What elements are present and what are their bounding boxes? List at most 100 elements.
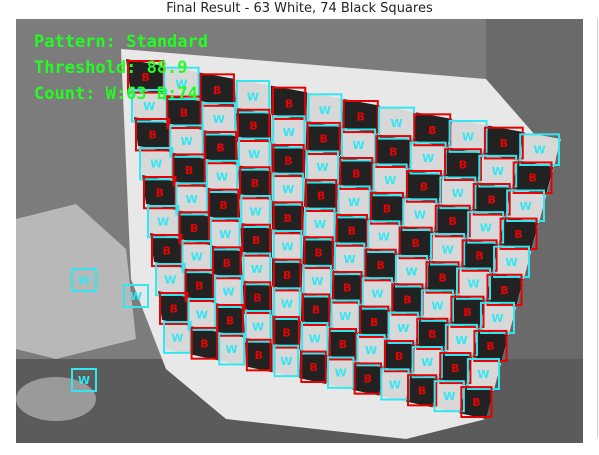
black-detection-box bbox=[439, 352, 472, 385]
white-box-label: W bbox=[389, 378, 401, 391]
white-detection-box bbox=[304, 207, 336, 241]
black-detection-box bbox=[416, 317, 449, 350]
black-detection-box bbox=[216, 304, 244, 337]
white-detection-box bbox=[307, 93, 343, 127]
white-detection-box bbox=[466, 358, 500, 390]
white-square bbox=[419, 288, 455, 323]
black-detection-box bbox=[450, 295, 485, 328]
black-box-label: B bbox=[226, 314, 234, 327]
black-box-label: B bbox=[348, 224, 356, 237]
white-square bbox=[138, 146, 175, 182]
white-square bbox=[355, 333, 387, 368]
black-box-label: B bbox=[249, 119, 257, 132]
white-detection-box bbox=[242, 252, 272, 286]
white-square bbox=[447, 119, 489, 154]
white-square bbox=[518, 132, 561, 167]
white-square bbox=[204, 158, 240, 194]
black-box-label: B bbox=[141, 71, 149, 84]
black-detection-box bbox=[245, 338, 272, 372]
white-box-label: W bbox=[414, 209, 426, 222]
black-box-label: B bbox=[475, 250, 483, 263]
black-square bbox=[383, 339, 416, 374]
black-square bbox=[302, 235, 335, 270]
checkerboard-cells bbox=[126, 59, 561, 419]
black-box-label: B bbox=[463, 306, 471, 319]
white-square bbox=[360, 276, 394, 311]
black-box-label: B bbox=[251, 177, 259, 190]
white-box-label: W bbox=[280, 355, 292, 368]
white-box-label: W bbox=[196, 308, 208, 321]
black-box-label: B bbox=[285, 97, 293, 110]
black-box-label: B bbox=[283, 269, 291, 282]
white-detection-box bbox=[214, 275, 243, 308]
black-box-label: B bbox=[514, 228, 522, 241]
white-detection-box bbox=[273, 287, 301, 321]
black-box-label: B bbox=[213, 84, 221, 97]
black-detection-box bbox=[166, 95, 202, 130]
black-square bbox=[272, 315, 301, 350]
white-square bbox=[146, 204, 181, 240]
white-square bbox=[326, 355, 356, 390]
black-square bbox=[235, 107, 272, 143]
black-box-label: B bbox=[364, 373, 372, 386]
black-box-label: B bbox=[148, 129, 156, 142]
black-square bbox=[472, 328, 509, 363]
black-box-label: B bbox=[314, 247, 322, 260]
black-detection-box bbox=[300, 350, 327, 384]
black-detection-box bbox=[203, 131, 238, 165]
black-detection-box bbox=[407, 374, 438, 407]
black-detection-box bbox=[207, 188, 240, 222]
white-detection-box bbox=[420, 289, 454, 322]
black-square bbox=[271, 85, 308, 121]
threshold-label: Threshold: 88.9 bbox=[34, 58, 188, 78]
white-detection-box bbox=[334, 242, 366, 276]
white-box-label: W bbox=[491, 312, 503, 325]
white-square bbox=[333, 241, 367, 277]
white-square bbox=[237, 136, 272, 172]
black-detection-box bbox=[301, 293, 331, 326]
white-detection-box bbox=[240, 195, 271, 228]
white-box-label: W bbox=[519, 200, 531, 213]
white-square bbox=[304, 149, 340, 185]
black-detection-box bbox=[328, 328, 358, 361]
white-square bbox=[208, 216, 242, 252]
black-detection-box bbox=[272, 86, 307, 120]
black-detection-box bbox=[178, 211, 210, 245]
black-square bbox=[142, 175, 178, 211]
white-square bbox=[306, 92, 344, 128]
black-square bbox=[242, 280, 273, 315]
white-detection-box bbox=[305, 150, 339, 184]
black-detection-box bbox=[339, 157, 374, 190]
black-detection-box bbox=[199, 73, 235, 107]
white-box-label: W bbox=[213, 113, 225, 126]
white-box-label: W bbox=[283, 126, 295, 139]
white-detection-box bbox=[181, 240, 213, 274]
black-box-label: B bbox=[451, 362, 459, 375]
black-square bbox=[460, 238, 499, 273]
white-box-label: W bbox=[422, 152, 434, 165]
white-box-label: W bbox=[281, 240, 293, 253]
white-detection-box bbox=[301, 322, 329, 355]
detection-boxes: B W B W B W B W B W B W W B W B W B W B W B W B B W B W B W B W B W B W W B W B… bbox=[71, 60, 561, 419]
white-box-label: W bbox=[175, 77, 187, 90]
black-detection-box bbox=[212, 246, 242, 280]
white-square bbox=[180, 239, 214, 275]
black-box-label: B bbox=[200, 337, 208, 350]
black-square bbox=[331, 270, 364, 305]
white-detection-box bbox=[506, 189, 545, 222]
white-box-label: W bbox=[180, 135, 192, 148]
black-box-label: B bbox=[339, 338, 347, 351]
white-detection-box bbox=[337, 185, 371, 219]
white-box-label: W bbox=[222, 286, 234, 299]
black-box-label: B bbox=[449, 215, 457, 228]
black-square bbox=[341, 99, 380, 135]
black-box-label: B bbox=[376, 259, 384, 272]
white-square bbox=[505, 188, 546, 223]
white-detection-box bbox=[467, 211, 505, 244]
white-square bbox=[271, 114, 307, 150]
black-box-label: B bbox=[383, 202, 391, 215]
white-box-label: W bbox=[467, 278, 479, 291]
black-square bbox=[397, 225, 434, 261]
black-detection-box bbox=[172, 153, 206, 187]
black-square bbox=[305, 120, 342, 156]
